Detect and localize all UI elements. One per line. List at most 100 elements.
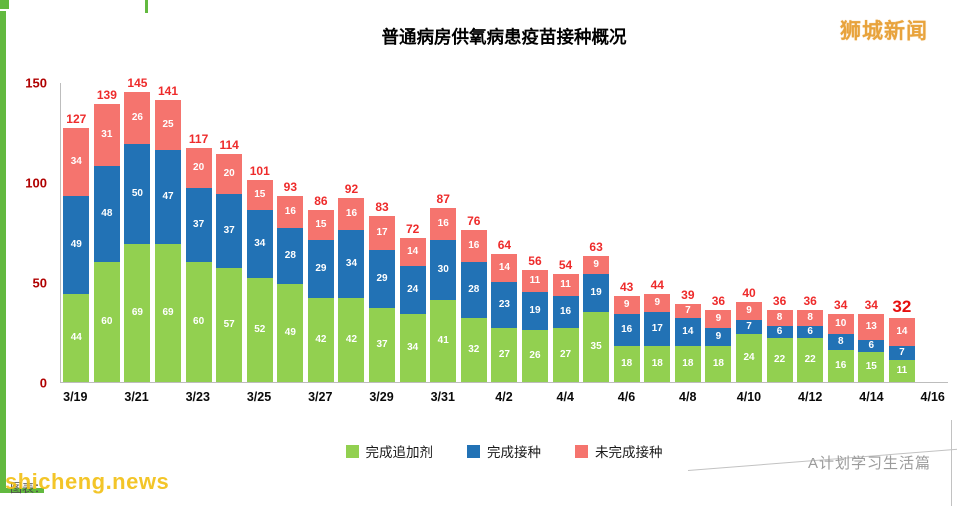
legend: 完成追加剂 完成接种 未完成接种 (60, 441, 948, 461)
total-label: 141 (158, 84, 179, 98)
stacked-bar: 18 16 9 (613, 296, 640, 382)
total-label: 34 (834, 298, 848, 312)
bar-segment: 42 (338, 298, 365, 382)
bar-segment: 60 (93, 262, 120, 382)
bar-group-3/21: 69 50 26 145 (122, 77, 153, 382)
x-tick-label: 4/12 (798, 390, 823, 404)
bar-segment: 22 (797, 338, 824, 382)
stacked-bar: 16 8 10 (827, 314, 854, 382)
bar-segment: 32 (460, 318, 487, 382)
segment-value-label: 69 (162, 307, 174, 318)
stacked-bar: 15 6 13 (858, 314, 885, 382)
segment-value-label: 14 (682, 326, 694, 337)
bar-segment: 35 (583, 312, 610, 382)
bar-segment: 11 (521, 270, 548, 292)
bar-group-4/10: 24 7 9 40 (734, 83, 765, 382)
stacked-bar: 69 47 25 (155, 100, 182, 382)
bar-segment: 8 (766, 310, 793, 326)
bar-group-4/11: 22 6 8 36 (764, 83, 795, 382)
bar-segment: 19 (521, 292, 548, 330)
y-tick-label: 0 (39, 375, 47, 391)
segment-value-label: 31 (101, 129, 113, 140)
segment-value-label: 25 (162, 119, 174, 130)
bar-segment: 25 (155, 100, 182, 150)
bar-group-3/24: 57 37 20 114 (214, 83, 245, 382)
segment-value-label: 22 (804, 354, 816, 365)
segment-value-label: 9 (593, 259, 599, 270)
total-label: 127 (66, 112, 87, 126)
segment-value-label: 6 (776, 326, 783, 337)
stacked-bar: 11 7 14 (888, 318, 915, 382)
bar-group-3/22: 69 47 25 141 (153, 83, 184, 382)
total-label: 32 (892, 297, 912, 316)
segment-value-label: 49 (284, 327, 296, 338)
segment-value-label: 37 (223, 225, 235, 236)
legend-swatch (467, 444, 480, 458)
bar-group-4/1: 32 28 16 76 (459, 83, 490, 382)
stacked-bar: 69 50 26 (124, 92, 151, 382)
bar-segment: 18 (705, 346, 732, 382)
bar-segment: 37 (216, 194, 243, 268)
segment-value-label: 34 (70, 156, 82, 167)
bar-segment: 49 (277, 284, 304, 382)
bar-segment: 26 (521, 330, 548, 382)
total-label: 43 (620, 280, 634, 294)
bar-segment: 41 (430, 300, 457, 382)
x-tick-label: 3/21 (124, 390, 149, 404)
segment-value-label: 16 (559, 306, 572, 317)
total-label: 114 (219, 138, 239, 152)
segment-value-label: 26 (131, 112, 143, 123)
segment-value-label: 26 (529, 350, 541, 361)
legend-item: 未完成接种 (575, 441, 663, 461)
bar-group-3/20: 60 48 31 139 (92, 83, 123, 382)
legend-swatch (345, 444, 359, 458)
bar-segment: 28 (460, 262, 487, 318)
total-label: 34 (864, 298, 878, 312)
stacked-bar: 18 9 9 (705, 310, 732, 382)
x-tick-label: 4/2 (495, 390, 513, 404)
segment-value-label: 69 (131, 307, 143, 318)
bar-group-3/28: 42 34 16 92 (336, 83, 367, 382)
segment-value-label: 50 (131, 188, 143, 199)
x-tick-label: 3/29 (369, 390, 394, 404)
segment-value-label: 42 (315, 334, 327, 345)
bar-segment: 7 (736, 320, 762, 334)
bar-segment: 37 (369, 308, 396, 382)
chart-title: 普通病房供氧病患疫苗接种概况 (381, 27, 627, 47)
bar-segment: 20 (185, 148, 212, 188)
x-tick-label: 3/31 (430, 390, 455, 404)
bar-segment: 34 (246, 210, 273, 278)
segment-value-label: 32 (468, 344, 480, 355)
total-label: 72 (405, 222, 420, 236)
bar-segment: 16 (552, 296, 579, 328)
bar-segment: 10 (827, 314, 854, 334)
segment-value-label: 9 (623, 299, 630, 310)
segment-value-label: 37 (193, 219, 205, 230)
stacked-bar: 18 14 7 (674, 304, 701, 382)
bar-segment: 57 (216, 268, 243, 382)
segment-value-label: 22 (774, 354, 786, 365)
bar-segment: 50 (124, 144, 151, 244)
y-axis: 0 50 100 150 (0, 77, 54, 390)
stacked-bar: 18 17 9 (644, 294, 671, 382)
bar-segment: 17 (369, 216, 396, 250)
segment-value-label: 28 (284, 250, 296, 261)
segment-value-label: 30 (437, 264, 449, 275)
bar-segment: 9 (705, 328, 732, 346)
segment-value-label: 11 (560, 279, 571, 290)
bar-group-4/15: 11 7 14 32 (887, 83, 918, 382)
segment-value-label: 16 (437, 218, 449, 229)
bar-group-3/31: 41 30 16 87 (428, 83, 459, 382)
segment-value-label: 17 (651, 323, 663, 334)
bar-segment: 16 (460, 230, 487, 262)
segment-value-label: 7 (685, 305, 691, 316)
segment-value-label: 29 (376, 273, 388, 284)
segment-value-label: 16 (284, 206, 296, 217)
segment-value-label: 17 (376, 227, 388, 238)
bar-group-4/3: 26 19 11 56 (520, 83, 551, 382)
segment-value-label: 15 (315, 219, 327, 230)
segment-value-label: 11 (896, 365, 908, 376)
segment-value-label: 35 (590, 341, 602, 352)
segment-value-label: 8 (776, 312, 783, 323)
